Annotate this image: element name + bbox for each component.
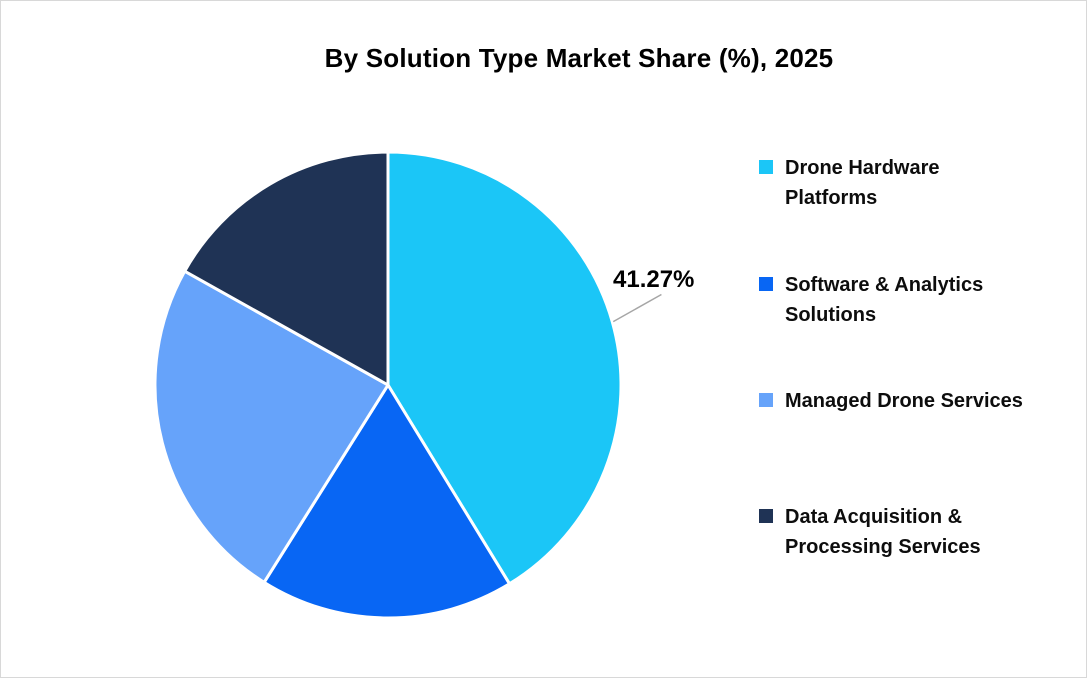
legend-item-managed-drone-services: Managed Drone Services (759, 386, 1023, 416)
pie-slice-1 (386, 150, 623, 586)
legend-label: Managed Drone Services (785, 390, 1023, 412)
legend-item-drone-hardware-platforms: Drone Hardware Platforms (759, 153, 1030, 213)
pie-slice-3 (153, 269, 390, 584)
legend-label: Drone Hardware Platforms (785, 157, 940, 209)
legend-swatch-icon (759, 393, 773, 407)
legend-label: Data Acquisition & Processing Services (785, 506, 981, 558)
legend-swatch-icon (759, 509, 773, 523)
legend-item-data-acquisition-processing-services: Data Acquisition & Processing Services (759, 502, 1030, 562)
legend-label: Software & Analytics Solutions (785, 274, 984, 326)
legend-swatch-icon (759, 160, 773, 174)
legend-swatch-icon (759, 277, 773, 291)
chart-title: By Solution Type Market Share (%), 2025 (324, 43, 834, 73)
data-label-leader-line (612, 293, 662, 323)
legend-item-software-analytics-solutions: Software & Analytics Solutions (759, 270, 1030, 330)
pie-data-label: 41.27% (613, 266, 695, 293)
pie-slice-4 (183, 150, 390, 387)
pie-slice-2 (262, 383, 511, 620)
